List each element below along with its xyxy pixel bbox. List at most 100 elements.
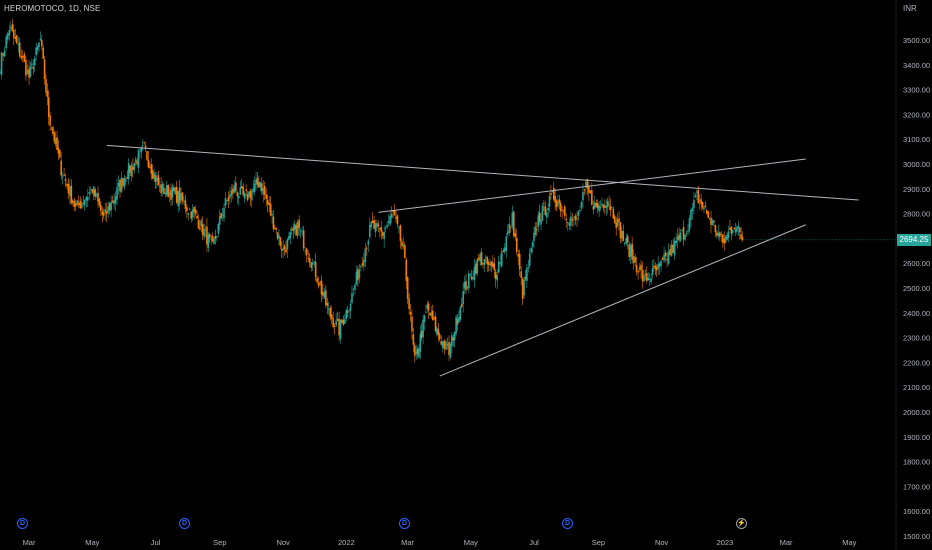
candle-body xyxy=(211,235,214,242)
candle-body xyxy=(168,192,171,196)
candle-body xyxy=(268,202,270,206)
candle-body xyxy=(482,263,484,264)
candle-body xyxy=(664,252,667,257)
candle-body xyxy=(147,159,150,168)
candle-body xyxy=(641,270,644,282)
candle-body xyxy=(555,200,558,208)
candle-body xyxy=(451,335,453,347)
candle-body xyxy=(412,334,415,345)
candle-body xyxy=(130,164,133,177)
candle-body xyxy=(322,291,324,296)
x-tick-label: Mar xyxy=(780,538,793,547)
y-tick-label: 2800.00 xyxy=(903,210,930,219)
candle-body xyxy=(720,234,723,235)
candle-body xyxy=(293,224,296,230)
candle-body xyxy=(213,239,215,245)
candle-body xyxy=(632,256,635,264)
x-tick-label: May xyxy=(842,538,856,547)
earnings-icon[interactable]: D xyxy=(562,518,573,529)
earnings-icon[interactable]: D xyxy=(179,518,190,529)
candle-body xyxy=(676,236,679,241)
candle-body xyxy=(666,258,668,261)
candle-body xyxy=(140,147,143,153)
x-tick-label: Nov xyxy=(276,538,290,547)
candle-body xyxy=(740,234,742,239)
candle-body xyxy=(544,206,547,216)
candle-body xyxy=(465,281,467,291)
candle-body xyxy=(53,132,56,142)
candle-body xyxy=(613,216,616,224)
y-tick-label: 2300.00 xyxy=(903,334,930,343)
candle-body xyxy=(94,189,96,197)
candle-body xyxy=(139,149,141,151)
candle-body xyxy=(304,250,306,252)
candle-body xyxy=(123,177,126,187)
y-tick-label: 1800.00 xyxy=(903,458,930,467)
candle-body xyxy=(644,274,647,276)
candle-body xyxy=(327,308,330,310)
candle-body xyxy=(423,315,426,323)
candle-body xyxy=(487,261,490,266)
candle-body xyxy=(384,227,387,229)
y-tick-label: 3300.00 xyxy=(903,86,930,95)
trendline xyxy=(106,144,859,201)
candle-body xyxy=(230,190,233,196)
candle-body xyxy=(429,312,431,316)
earnings-icon[interactable]: D xyxy=(17,518,28,529)
candle-body xyxy=(248,191,250,197)
candle-body xyxy=(565,218,568,221)
candle-body xyxy=(66,183,68,187)
candle-body xyxy=(568,222,571,226)
candle-body xyxy=(462,290,464,305)
candle-body xyxy=(726,234,728,240)
candle-body xyxy=(658,263,661,267)
candle-body xyxy=(618,218,620,223)
candle-body xyxy=(229,194,231,198)
candle-body xyxy=(361,263,364,266)
candle-body xyxy=(523,279,525,296)
dividend-icon[interactable]: ⚡ xyxy=(736,518,747,529)
candle-body xyxy=(396,215,399,225)
candle-body xyxy=(170,189,172,200)
candle-body xyxy=(80,202,83,209)
candle-body xyxy=(76,200,79,205)
candle-body xyxy=(15,35,18,44)
candle-body xyxy=(114,196,117,204)
candle-body xyxy=(333,326,336,327)
candle-body xyxy=(521,278,524,299)
candle-body xyxy=(111,200,114,203)
candle-body xyxy=(442,341,444,348)
candle-body xyxy=(496,274,499,281)
candle-body xyxy=(520,271,522,278)
candle-body xyxy=(35,47,37,56)
candle-body xyxy=(344,319,346,324)
candle-body xyxy=(377,224,380,227)
candle-body xyxy=(477,257,480,260)
earnings-icon[interactable]: D xyxy=(399,518,410,529)
candle-body xyxy=(727,231,730,238)
candle-body xyxy=(20,55,23,59)
candle-body xyxy=(2,53,4,56)
candle-body xyxy=(174,187,177,195)
candle-body xyxy=(374,223,377,233)
candle-body xyxy=(274,228,276,230)
candle-body xyxy=(418,348,420,358)
candle-body xyxy=(628,244,630,258)
candle-body xyxy=(472,277,474,280)
candle-body xyxy=(468,273,470,289)
candle-body xyxy=(640,264,642,271)
candle-body xyxy=(61,176,64,178)
candle-body xyxy=(526,267,528,281)
candle-body xyxy=(619,222,622,238)
candle-body xyxy=(408,298,410,309)
candle-body xyxy=(305,248,308,256)
candle-body xyxy=(509,226,512,228)
candle-body xyxy=(458,316,460,323)
candle-body xyxy=(10,27,12,29)
candle-body xyxy=(566,222,569,224)
candle-body xyxy=(271,214,273,216)
candle-body xyxy=(12,29,15,38)
candle-body xyxy=(216,236,218,238)
candle-body xyxy=(588,186,590,193)
